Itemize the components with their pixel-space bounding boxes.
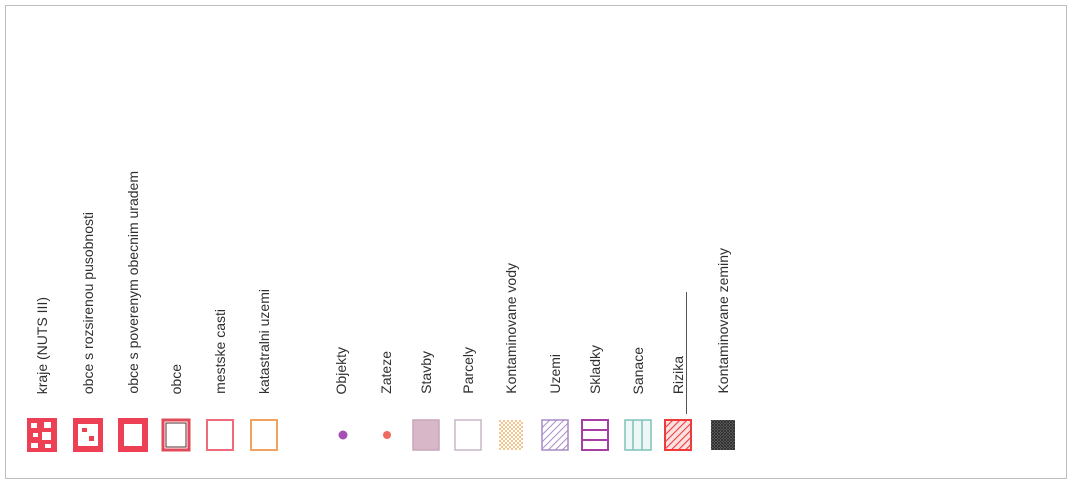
legend-item-kontaminovane-zeminy: Kontaminovane zeminy	[705, 0, 741, 484]
legend-item-rizika: Rizika	[660, 0, 696, 484]
legend-label: Objekty	[333, 346, 349, 394]
legend-label: obce	[168, 363, 184, 394]
legend-item-zateze: Zateze	[368, 0, 404, 484]
legend-item-stavby: Stavby	[408, 0, 444, 484]
mestske-casti-icon	[206, 419, 234, 451]
legend-label: Uzemi	[547, 354, 563, 394]
parcely-outline-icon	[454, 419, 482, 451]
legend-item-uzemi: Uzemi	[537, 0, 573, 484]
legend-item-kraje: kraje (NUTS III)	[24, 0, 60, 484]
legend-label: Kontaminovane vody	[503, 263, 519, 394]
legend-item-parcely: Parcely	[450, 0, 486, 484]
legend-item-obce: obce	[158, 0, 194, 484]
legend-item-sanace: Sanace	[620, 0, 656, 484]
legend-item-katastralni-uzemi: katastralni uzemi	[246, 0, 282, 484]
legend-item-obce-s-rozsirenou-pusobnosti: obce s rozsirenou pusobnosti	[70, 0, 106, 484]
kraje-icon	[27, 418, 57, 452]
uzemi-hatch-icon	[541, 419, 569, 451]
legend-frame	[5, 5, 1067, 479]
katastralni-uzemi-icon	[250, 419, 278, 451]
kontaminovane-vody-icon	[499, 420, 523, 450]
legend-separator	[686, 292, 687, 414]
rizika-hatch-icon	[664, 419, 692, 451]
stavby-fill-icon	[412, 419, 440, 451]
legend-item-skladky: Skladky	[577, 0, 613, 484]
kontaminovane-zeminy-icon	[711, 420, 735, 450]
legend-item-kontaminovane-vody: Kontaminovane vody	[493, 0, 529, 484]
legend-label: obce s rozsirenou pusobnosti	[80, 211, 96, 394]
legend-item-mestske-casti: mestske casti	[202, 0, 238, 484]
legend-label: Rizika	[670, 355, 686, 394]
legend-label: obce s poverenym obecnim uradem	[125, 171, 141, 394]
legend-item-objekty: Objekty	[323, 0, 359, 484]
legend-label: katastralni uzemi	[256, 288, 272, 394]
legend-label: Sanace	[630, 346, 646, 394]
legend-label: Kontaminovane zeminy	[715, 248, 731, 394]
legend-label: Parcely	[460, 347, 476, 394]
objekty-dot-icon	[338, 430, 348, 440]
orp-icon	[73, 418, 103, 452]
legend-label: mestske casti	[212, 309, 228, 394]
pou-icon	[118, 418, 148, 452]
sanace-icon	[624, 419, 652, 451]
obce-icon	[161, 418, 191, 452]
legend-label: Zateze	[378, 351, 394, 394]
legend-item-obce-s-poverenym-obecnim-uradem: obce s poverenym obecnim uradem	[115, 0, 151, 484]
legend-label: Stavby	[418, 351, 434, 394]
zateze-dot-icon	[383, 431, 391, 439]
legend-label: Skladky	[587, 344, 603, 394]
skladky-icon	[581, 419, 609, 451]
legend-label: kraje (NUTS III)	[34, 296, 50, 394]
